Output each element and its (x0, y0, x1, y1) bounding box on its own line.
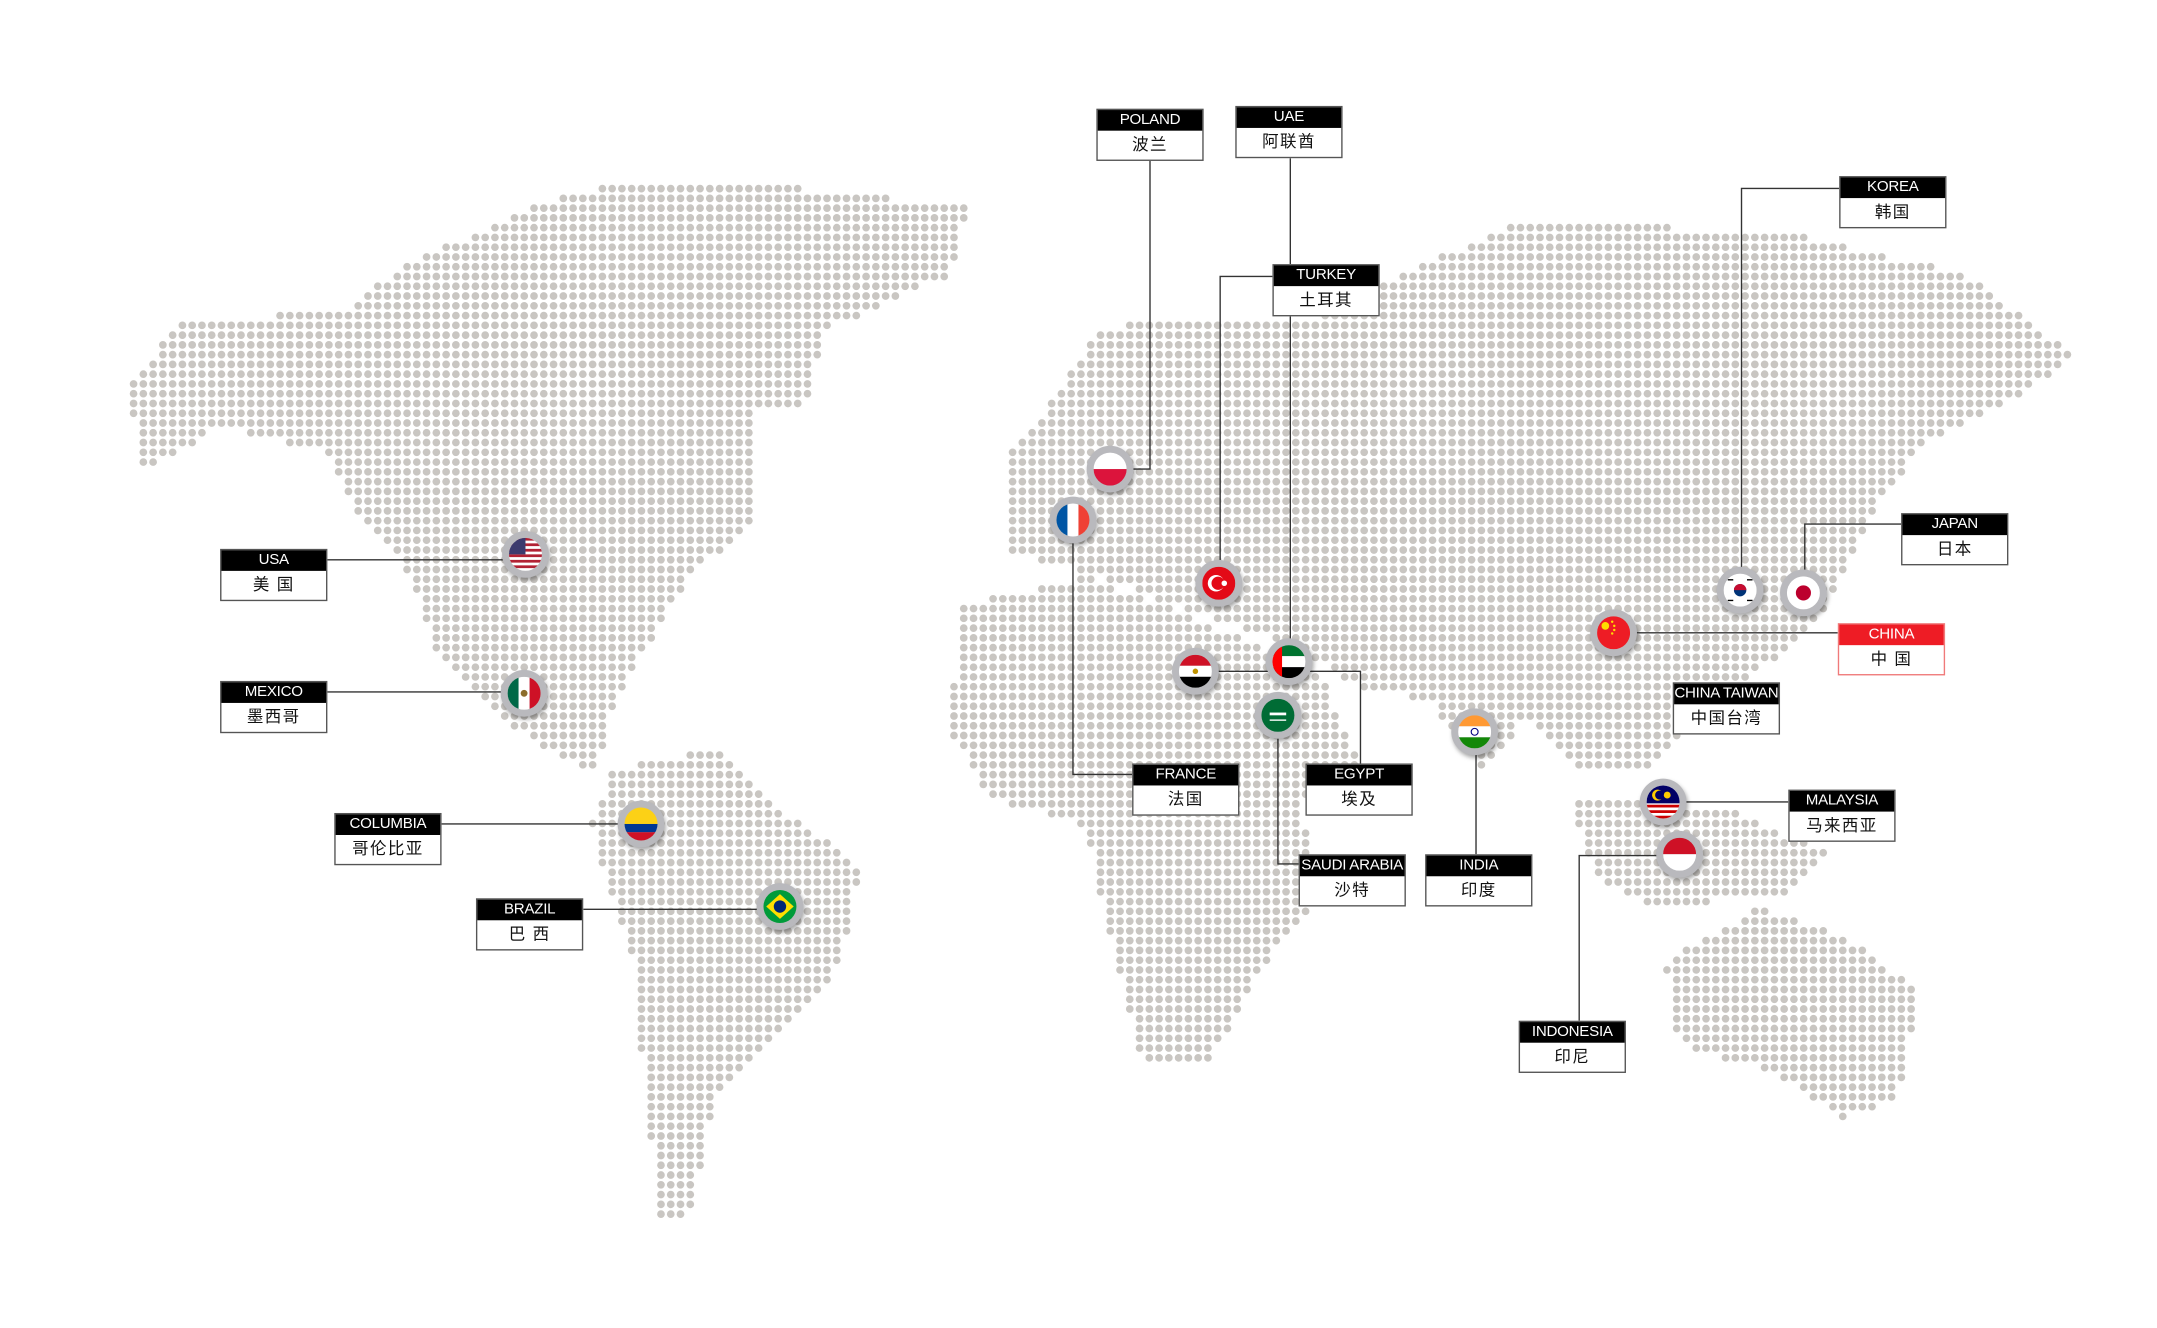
country-name-en: MEXICO (221, 682, 327, 703)
country-label-turkey: TURKEY 土耳其 (1272, 264, 1380, 317)
map-dots (129, 184, 2072, 1218)
country-label-egypt: EGYPT 埃及 (1305, 763, 1413, 816)
country-name-en: TURKEY (1273, 265, 1379, 287)
country-label-indonesia: INDONESIA 印尼 (1518, 1020, 1626, 1073)
country-name-en: USA (221, 550, 327, 571)
country-name-cn: 法国 (1167, 789, 1204, 809)
korea-connector-line (1740, 187, 1840, 569)
brazil-flag-icon (756, 883, 804, 930)
colombia-flag-icon (617, 800, 665, 848)
country-label-usa: USA 美 国 (220, 548, 328, 602)
india-flag-icon (1451, 708, 1499, 756)
turkey-connector-line (1219, 275, 1273, 562)
country-name-en: CHINA (1839, 624, 1944, 646)
country-name-en: POLAND (1097, 110, 1203, 131)
country-name-en: CHINA TAIWAN (1674, 683, 1779, 705)
country-name-en: SAUDI ARABIA (1299, 855, 1405, 877)
country-label-columbia: COLUMBIA 哥伦比亚 (334, 812, 442, 866)
country-name-cn: 阿联酋 (1262, 132, 1316, 152)
saudi-arabia-flag-icon (1254, 691, 1302, 739)
country-name-en: KOREA (1840, 177, 1946, 199)
saudi-arabia-connector-line (1277, 737, 1299, 865)
mexico-flag-icon (500, 669, 548, 717)
country-name-cn: 中 国 (1870, 649, 1913, 669)
country-label-brazil: BRAZIL 巴 西 (475, 898, 584, 951)
country-name-cn: 中国台湾 (1690, 708, 1763, 728)
country-label-china: CHINA 中 国 (1837, 623, 1946, 676)
country-name-cn: 哥伦比亚 (352, 839, 424, 859)
egypt-connector-line (1217, 670, 1362, 764)
poland-connector-line (1130, 160, 1151, 470)
country-name-cn: 日本 (1936, 539, 1973, 559)
country-name-cn: 土耳其 (1299, 290, 1353, 310)
country-label-japan: JAPAN 日本 (1901, 513, 2009, 566)
country-label-uae: UAE 阿联酋 (1235, 105, 1343, 159)
country-name-cn: 马来西亚 (1806, 815, 1878, 835)
country-label-mexico: MEXICO 墨西哥 (220, 680, 328, 734)
france-flag-icon (1049, 496, 1097, 544)
country-name-en: INDONESIA (1520, 1022, 1625, 1043)
country-name-en: EGYPT (1306, 764, 1412, 786)
country-name-cn: 巴 西 (508, 924, 551, 944)
country-name-cn: 美 国 (252, 575, 295, 595)
turkey-flag-icon (1195, 559, 1243, 607)
country-name-en: INDIA (1426, 855, 1532, 877)
indonesia-flag-icon (1656, 830, 1703, 878)
country-label-france: FRANCE 法国 (1132, 763, 1240, 816)
country-label-china-taiwan: CHINA TAIWAN 中国台湾 (1672, 682, 1781, 735)
country-name-cn: 沙特 (1334, 880, 1371, 900)
country-name-cn: 埃及 (1341, 789, 1377, 809)
country-name-cn: 印度 (1460, 880, 1497, 900)
country-name-en: BRAZIL (477, 899, 582, 921)
usa-flag-icon (502, 530, 549, 578)
korea-flag-icon (1716, 566, 1764, 614)
country-name-en: COLUMBIA (335, 814, 441, 835)
france-connector-line (1072, 541, 1133, 776)
country-label-malaysia: MALAYSIA 马来西亚 (1788, 789, 1896, 842)
country-label-poland: POLAND 波兰 (1096, 108, 1204, 161)
malaysia-flag-icon (1639, 778, 1687, 826)
poland-flag-icon (1086, 445, 1134, 493)
country-name-en: UAE (1236, 107, 1342, 128)
country-name-cn: 印尼 (1554, 1046, 1591, 1067)
china-flag-icon (1590, 609, 1637, 657)
country-name-en: JAPAN (1902, 514, 2008, 536)
indonesia-connector-line (1578, 854, 1658, 1021)
country-name-en: FRANCE (1133, 764, 1239, 786)
uae-flag-icon (1265, 638, 1313, 686)
country-name-cn: 墨西哥 (246, 707, 301, 727)
country-name-cn: 韩国 (1874, 202, 1911, 222)
egypt-flag-icon (1172, 647, 1219, 695)
country-label-saudi-arabia: SAUDI ARABIA 沙特 (1298, 854, 1406, 907)
country-label-korea: KOREA 韩国 (1839, 176, 1947, 229)
country-label-india: INDIA 印度 (1425, 854, 1533, 907)
country-name-cn: 波兰 (1132, 134, 1168, 155)
japan-flag-icon (1780, 569, 1827, 617)
japan-connector-line (1804, 523, 1902, 571)
country-name-en: MALAYSIA (1789, 790, 1895, 812)
